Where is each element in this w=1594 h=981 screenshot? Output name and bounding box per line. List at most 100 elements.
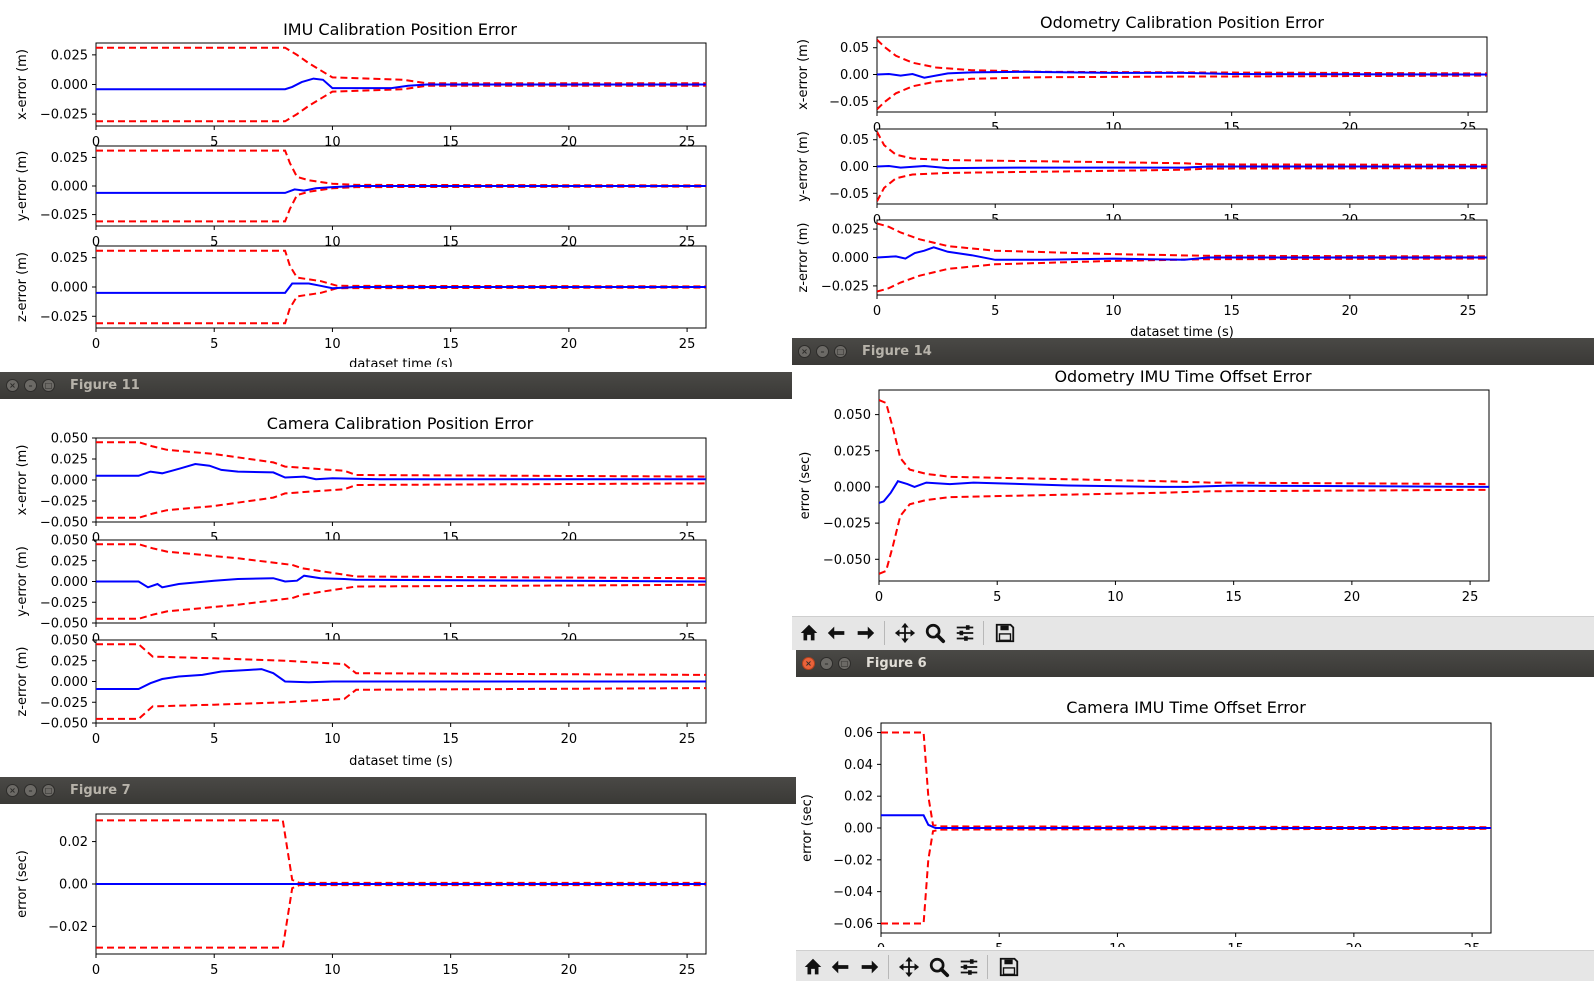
y-axis-label: x-error (m) (796, 39, 811, 110)
y-axis-label: z-error (m) (15, 647, 30, 717)
y-tick-label: −0.050 (823, 553, 871, 568)
window-titlebar[interactable]: × – □ Figure 14 (792, 338, 1594, 365)
maximize-icon[interactable]: □ (838, 657, 851, 670)
back-arrow-icon (831, 960, 849, 974)
toolbar-separator (983, 621, 984, 645)
x-tick-label: 20 (561, 337, 578, 352)
chart-title: IMU IMU Time Offset Error (296, 804, 503, 808)
toolbar-separator (888, 955, 889, 979)
upper-bound-line (96, 543, 706, 580)
y-tick-label: 0.050 (51, 534, 88, 549)
save-button[interactable] (992, 620, 1018, 646)
y-tick-label: 0.000 (51, 474, 88, 489)
x-tick-label: 0 (92, 531, 100, 546)
y-tick-label: 0.02 (844, 790, 873, 805)
upper-bound-line (879, 399, 1489, 486)
error-estimate-line (96, 282, 706, 294)
close-icon[interactable]: × (6, 784, 19, 797)
configure-subplots-button[interactable] (956, 954, 982, 980)
y-axis-label: error (sec) (800, 794, 815, 862)
maximize-icon[interactable]: □ (42, 379, 55, 392)
y-axis-label: y-error (m) (796, 131, 811, 202)
minimize-icon[interactable]: – (820, 657, 833, 670)
forward-arrow-button[interactable] (852, 620, 878, 646)
upper-bound-line (96, 643, 706, 676)
home-icon (804, 958, 822, 975)
chart-title: Odometry Calibration Position Error (1040, 13, 1324, 32)
close-icon[interactable]: × (802, 657, 815, 670)
y-tick-label: 0.000 (51, 78, 88, 93)
y-tick-label: 0.025 (51, 453, 88, 468)
x-tick-label: 25 (679, 732, 696, 747)
x-tick-label: 5 (993, 590, 1001, 605)
axes-4-0: 0.06 0.04 0.02 0.00 −0.02 −0.04 −0.06 error (se… (800, 722, 1492, 947)
axes-0-2: 0.025 0.000 −0.025 z-error (m) 0 5 10 15 20 25 (15, 245, 707, 352)
back-arrow-icon (827, 626, 845, 640)
x-axis-label: dataset time (s) (349, 357, 453, 367)
y-tick-label: 0.000 (51, 575, 88, 590)
zoom-button[interactable] (926, 954, 952, 980)
window-titlebar[interactable]: × – □ Figure 6 (796, 650, 1594, 677)
x-tick-label: 5 (210, 337, 218, 352)
y-tick-label: −0.050 (40, 717, 88, 732)
maximize-icon[interactable]: □ (42, 784, 55, 797)
y-tick-label: −0.02 (48, 920, 88, 935)
y-tick-label: 0.00 (840, 160, 869, 175)
y-tick-label: 0.025 (832, 223, 869, 238)
error-estimate-line (881, 814, 1491, 829)
save-icon (999, 957, 1019, 977)
window-title: Figure 11 (70, 378, 140, 393)
minimize-icon[interactable]: – (816, 345, 829, 358)
forward-arrow-button[interactable] (856, 954, 882, 980)
chart-title: Camera IMU Time Offset Error (1066, 698, 1306, 717)
x-tick-label: 20 (1344, 590, 1361, 605)
navigation-toolbar (796, 950, 1594, 981)
y-axis-label: y-error (m) (15, 546, 30, 617)
y-tick-label: −0.050 (40, 516, 88, 531)
zoom-icon (929, 957, 950, 978)
back-arrow-button[interactable] (824, 620, 850, 646)
window-titlebar[interactable]: × – □ Figure 7 (0, 777, 796, 804)
x-tick-label: 15 (1223, 304, 1240, 319)
lower-bound-line (96, 583, 706, 620)
save-button[interactable] (996, 954, 1022, 980)
pan-button[interactable] (896, 954, 922, 980)
upper-bound-line (96, 441, 706, 478)
save-icon (995, 623, 1015, 643)
x-tick-label: 15 (1225, 590, 1242, 605)
y-tick-label: 0.025 (51, 654, 88, 669)
x-tick-label: 5 (210, 732, 218, 747)
pan-button[interactable] (892, 620, 918, 646)
maximize-icon[interactable]: □ (834, 345, 847, 358)
error-estimate-line (877, 246, 1487, 261)
x-tick-label: 15 (442, 732, 459, 747)
x-tick-label: 0 (92, 963, 100, 978)
y-tick-label: 0.000 (51, 675, 88, 690)
y-axis-label: error (sec) (798, 452, 813, 520)
home-button[interactable] (800, 954, 826, 980)
chart-odometry-calibration-position-error: Odometry Calibration Position Error 0.05 0… (796, 13, 1488, 338)
x-tick-label: 5 (995, 942, 1003, 947)
x-tick-label: 20 (561, 732, 578, 747)
configure-subplots-button[interactable] (952, 620, 978, 646)
x-tick-label: 10 (1107, 590, 1124, 605)
close-icon[interactable]: × (6, 379, 19, 392)
upper-bound-line (96, 819, 706, 884)
close-icon[interactable]: × (798, 345, 811, 358)
x-tick-label: 15 (1227, 942, 1244, 947)
y-tick-label: 0.00 (844, 822, 873, 837)
lower-bound-line (881, 827, 1491, 925)
back-arrow-button[interactable] (828, 954, 854, 980)
x-tick-label: 15 (442, 337, 459, 352)
chart-title: IMU Calibration Position Error (283, 20, 517, 39)
minimize-icon[interactable]: – (24, 784, 37, 797)
home-button[interactable] (796, 620, 822, 646)
window-titlebar[interactable]: × – □ Figure 11 (0, 372, 792, 399)
x-tick-label: 25 (1464, 942, 1481, 947)
x-tick-label: 25 (1460, 304, 1477, 319)
zoom-button[interactable] (922, 620, 948, 646)
minimize-icon[interactable]: – (24, 379, 37, 392)
y-tick-label: 0.06 (844, 726, 873, 741)
